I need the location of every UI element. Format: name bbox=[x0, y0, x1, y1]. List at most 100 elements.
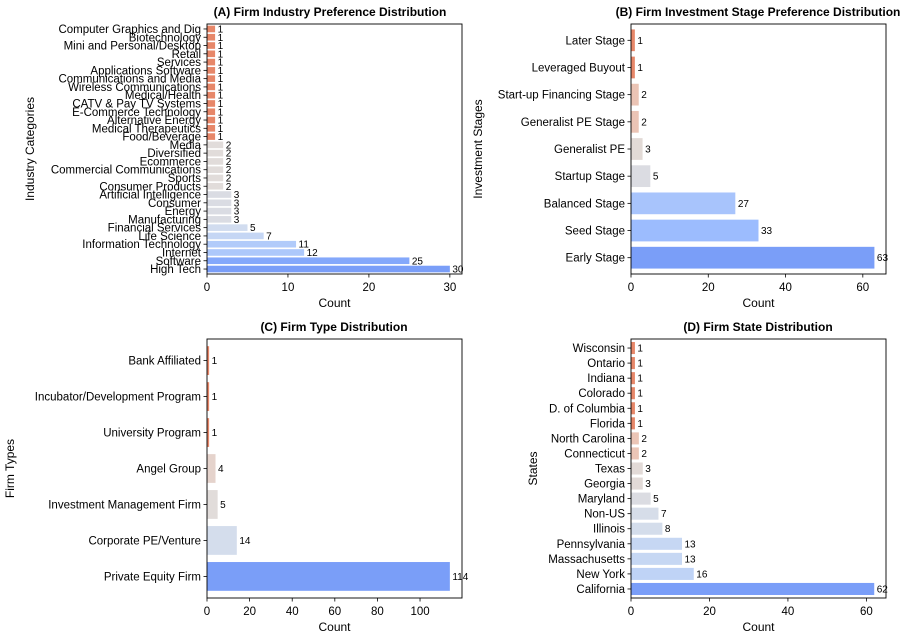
category-label: Connecticut bbox=[564, 448, 626, 460]
x-tick-label: 0 bbox=[628, 282, 634, 294]
category-label: Internet bbox=[162, 247, 202, 259]
bar-media bbox=[207, 141, 224, 149]
x-tick-label: 20 bbox=[702, 282, 715, 294]
bar-value-label: 5 bbox=[220, 500, 226, 511]
category-label: Software bbox=[156, 256, 201, 268]
category-label: Wisconsin bbox=[573, 343, 625, 355]
category-label: Financial Services bbox=[108, 223, 202, 235]
x-axis-label: Count bbox=[318, 620, 351, 634]
bar-massachusetts bbox=[631, 552, 682, 565]
category-label: Massachusetts bbox=[548, 554, 625, 566]
bar-mini-and-personal-desktop bbox=[207, 42, 216, 49]
bar-life-science bbox=[207, 232, 264, 240]
bar-services bbox=[207, 58, 216, 66]
bar-value-label: 1 bbox=[218, 124, 224, 135]
category-label: Start-up Financing Stage bbox=[498, 90, 625, 102]
plot-frame bbox=[206, 338, 463, 599]
bar-diversified bbox=[207, 149, 224, 157]
bar-value-label: 1 bbox=[218, 82, 224, 93]
y-axis-label: Investment Stages bbox=[471, 99, 485, 198]
bar-value-label: 3 bbox=[234, 215, 240, 226]
bar-value-label: 3 bbox=[234, 190, 240, 201]
bar-value-label: 12 bbox=[307, 248, 319, 259]
x-tick-label: 20 bbox=[243, 606, 256, 618]
bar-value-label: 1 bbox=[218, 132, 224, 143]
x-tick-label: 0 bbox=[204, 606, 210, 618]
bar-private-equity-firm bbox=[207, 562, 450, 591]
x-tick-label: 80 bbox=[371, 606, 384, 618]
x-tick-label: 30 bbox=[443, 282, 456, 294]
y-axis-label: Firm Types bbox=[3, 439, 17, 498]
bar-value-label: 2 bbox=[641, 434, 647, 445]
bar-value-label: 1 bbox=[637, 404, 643, 415]
x-tick-label: 10 bbox=[282, 282, 295, 294]
bar-value-label: 1 bbox=[218, 58, 224, 69]
bar-ecommerce bbox=[207, 158, 224, 165]
bar-value-label: 3 bbox=[234, 207, 240, 218]
bar-value-label: 3 bbox=[645, 479, 651, 490]
bar-generalist-pe bbox=[631, 138, 643, 160]
bar-value-label: 5 bbox=[653, 494, 659, 505]
x-tick-label: 60 bbox=[860, 606, 873, 618]
category-label: Energy bbox=[165, 206, 202, 218]
bar-value-label: 2 bbox=[226, 157, 232, 168]
bar-california bbox=[631, 582, 875, 595]
bar-value-label: 2 bbox=[226, 165, 232, 176]
bar-value-label: 5 bbox=[250, 223, 256, 234]
category-label: Private Equity Firm bbox=[104, 571, 201, 583]
bar-corporate-pe-venture bbox=[207, 526, 237, 555]
bar-value-label: 1 bbox=[212, 392, 218, 403]
category-label: North Carolina bbox=[551, 433, 626, 445]
bar-incubator-development-program bbox=[207, 382, 210, 411]
bar-wisconsin bbox=[631, 342, 635, 355]
bar-consumer-products bbox=[207, 182, 224, 190]
bar-value-label: 11 bbox=[299, 240, 310, 251]
bar-texas bbox=[631, 462, 643, 475]
category-label: Georgia bbox=[584, 479, 626, 491]
x-tick-label: 20 bbox=[363, 282, 376, 294]
category-label: Media bbox=[170, 140, 202, 152]
category-label: Incubator/Development Program bbox=[35, 392, 201, 404]
bar-leveraged-buyout bbox=[631, 56, 635, 79]
category-label: Non-US bbox=[584, 509, 625, 521]
bar-value-label: 13 bbox=[685, 539, 697, 550]
bar-retail bbox=[207, 50, 216, 58]
bar-value-label: 1 bbox=[212, 428, 218, 439]
bar-value-label: 3 bbox=[234, 198, 240, 209]
bar-value-label: 13 bbox=[685, 554, 697, 565]
category-label: California bbox=[576, 584, 625, 596]
bar-angel-group bbox=[207, 454, 216, 483]
category-label: Florida bbox=[590, 418, 626, 430]
category-label: University Program bbox=[103, 428, 201, 440]
bar-pennsylvania bbox=[631, 537, 682, 550]
x-tick-label: 60 bbox=[856, 282, 869, 294]
category-label: Generalist PE Stage bbox=[521, 117, 625, 129]
bar-medical-therapeutics bbox=[207, 124, 216, 132]
bar-value-label: 1 bbox=[218, 91, 224, 102]
chart-title: (C) Firm Type Distribution bbox=[260, 320, 407, 334]
category-label: Seed Stage bbox=[565, 226, 625, 238]
category-label: Leveraged Buyout bbox=[532, 62, 626, 74]
category-label: Mini and Personal/Desktop bbox=[64, 41, 201, 53]
bar-value-label: 16 bbox=[696, 569, 708, 580]
x-tick-label: 0 bbox=[204, 282, 210, 294]
bar-seed-stage bbox=[631, 219, 759, 242]
category-label: CATV & Pay TV Systems bbox=[72, 98, 201, 110]
bar-value-label: 1 bbox=[637, 36, 643, 47]
bar-value-label: 7 bbox=[266, 231, 272, 242]
bar-value-label: 1 bbox=[218, 24, 224, 35]
bar-value-label: 1 bbox=[637, 389, 643, 400]
bar-value-label: 1 bbox=[218, 41, 224, 52]
category-label: D. of Columbia bbox=[549, 403, 626, 415]
bar-university-program bbox=[207, 418, 210, 447]
x-tick-label: 100 bbox=[410, 606, 429, 618]
bar-value-label: 30 bbox=[452, 265, 464, 276]
bar-value-label: 1 bbox=[218, 74, 224, 85]
x-tick-label: 0 bbox=[628, 606, 634, 618]
bar-indiana bbox=[631, 372, 635, 385]
bar-value-label: 1 bbox=[637, 344, 643, 355]
x-axis-label: Count bbox=[742, 620, 775, 634]
category-label: Commercial Communications bbox=[51, 165, 201, 177]
